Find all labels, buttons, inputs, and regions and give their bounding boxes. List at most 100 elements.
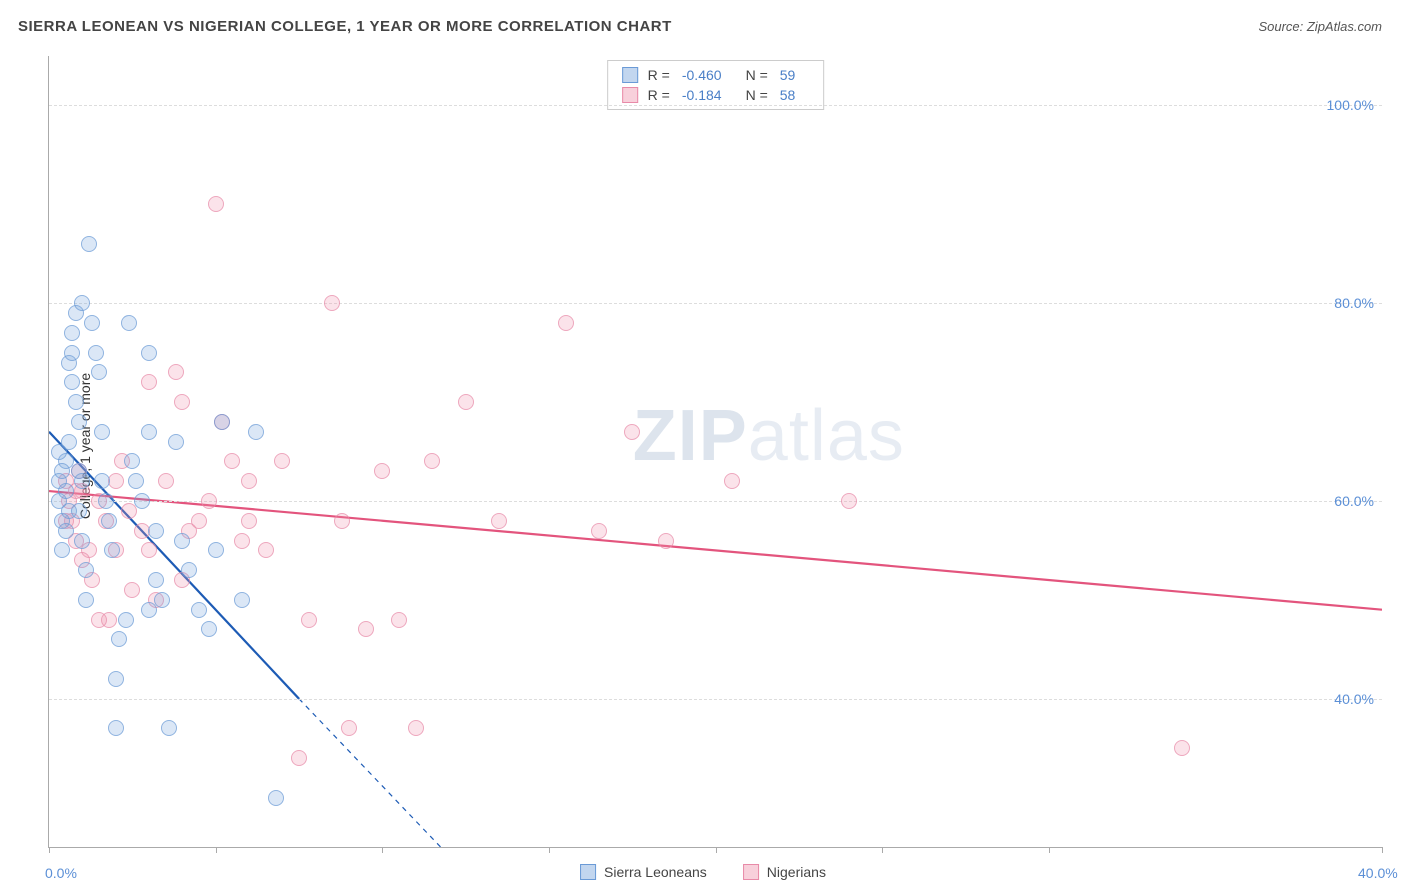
data-point <box>274 453 290 469</box>
y-tick-label: 80.0% <box>1334 295 1374 311</box>
data-point <box>118 612 134 628</box>
data-point <box>141 542 157 558</box>
swatch-pink-icon <box>743 864 759 880</box>
r-value-blue: -0.460 <box>682 67 722 83</box>
data-point <box>174 533 190 549</box>
data-point <box>424 453 440 469</box>
n-value-pink: 58 <box>780 87 796 103</box>
r-label: R = <box>648 87 670 103</box>
data-point <box>78 592 94 608</box>
data-point <box>51 444 67 460</box>
legend-label-pink: Nigerians <box>767 864 826 880</box>
data-point <box>141 345 157 361</box>
data-point <box>108 671 124 687</box>
data-point <box>68 394 84 410</box>
data-point <box>154 592 170 608</box>
data-point <box>248 424 264 440</box>
data-point <box>374 463 390 479</box>
x-tick <box>549 847 550 853</box>
data-point <box>141 424 157 440</box>
trend-lines <box>49 56 1382 847</box>
data-point <box>94 424 110 440</box>
scatter-chart: ZIPatlas R = -0.460 N = 59 R = -0.184 N … <box>48 56 1382 848</box>
data-point <box>191 602 207 618</box>
data-point <box>124 453 140 469</box>
data-point <box>491 513 507 529</box>
x-tick-label: 0.0% <box>45 865 77 881</box>
data-point <box>74 473 90 489</box>
legend-label-blue: Sierra Leoneans <box>604 864 707 880</box>
data-point <box>458 394 474 410</box>
data-point <box>168 434 184 450</box>
x-tick <box>1049 847 1050 853</box>
data-point <box>168 364 184 380</box>
y-tick-label: 40.0% <box>1334 691 1374 707</box>
r-value-pink: -0.184 <box>682 87 722 103</box>
n-value-blue: 59 <box>780 67 796 83</box>
data-point <box>108 720 124 736</box>
data-point <box>324 295 340 311</box>
x-tick <box>216 847 217 853</box>
data-point <box>74 533 90 549</box>
x-tick <box>716 847 717 853</box>
data-point <box>88 345 104 361</box>
legend-item-pink: Nigerians <box>743 864 826 880</box>
data-point <box>724 473 740 489</box>
data-point <box>128 473 144 489</box>
x-tick <box>882 847 883 853</box>
data-point <box>98 493 114 509</box>
x-tick <box>382 847 383 853</box>
data-point <box>71 414 87 430</box>
data-point <box>181 562 197 578</box>
data-point <box>104 542 120 558</box>
n-label: N = <box>746 67 768 83</box>
data-point <box>224 453 240 469</box>
data-point <box>74 295 90 311</box>
data-point <box>191 513 207 529</box>
data-point <box>591 523 607 539</box>
gridline <box>49 699 1382 700</box>
data-point <box>301 612 317 628</box>
source-attribution: Source: ZipAtlas.com <box>1258 19 1382 34</box>
data-point <box>208 542 224 558</box>
data-point <box>241 473 257 489</box>
data-point <box>334 513 350 529</box>
watermark: ZIPatlas <box>633 395 905 477</box>
data-point <box>94 473 110 489</box>
data-point <box>64 325 80 341</box>
swatch-blue-icon <box>622 67 638 83</box>
stats-row-blue: R = -0.460 N = 59 <box>622 67 810 83</box>
y-tick-label: 60.0% <box>1334 493 1374 509</box>
data-point <box>841 493 857 509</box>
data-point <box>358 621 374 637</box>
data-point <box>158 473 174 489</box>
x-tick <box>49 847 50 853</box>
data-point <box>341 720 357 736</box>
y-tick-label: 100.0% <box>1327 97 1374 113</box>
data-point <box>148 572 164 588</box>
n-label: N = <box>746 87 768 103</box>
page-title: SIERRA LEONEAN VS NIGERIAN COLLEGE, 1 YE… <box>18 18 672 35</box>
legend-item-blue: Sierra Leoneans <box>580 864 707 880</box>
stats-legend: R = -0.460 N = 59 R = -0.184 N = 58 <box>607 60 825 110</box>
data-point <box>658 533 674 549</box>
data-point <box>84 315 100 331</box>
data-point <box>54 542 70 558</box>
data-point <box>268 790 284 806</box>
data-point <box>64 345 80 361</box>
gridline <box>49 303 1382 304</box>
swatch-pink-icon <box>622 87 638 103</box>
data-point <box>101 513 117 529</box>
data-point <box>258 542 274 558</box>
data-point <box>124 582 140 598</box>
data-point <box>408 720 424 736</box>
data-point <box>624 424 640 440</box>
stats-row-pink: R = -0.184 N = 58 <box>622 87 810 103</box>
gridline <box>49 501 1382 502</box>
x-tick-label: 40.0% <box>1358 865 1398 881</box>
x-tick <box>1382 847 1383 853</box>
data-point <box>214 414 230 430</box>
data-point <box>208 196 224 212</box>
data-point <box>291 750 307 766</box>
data-point <box>141 602 157 618</box>
